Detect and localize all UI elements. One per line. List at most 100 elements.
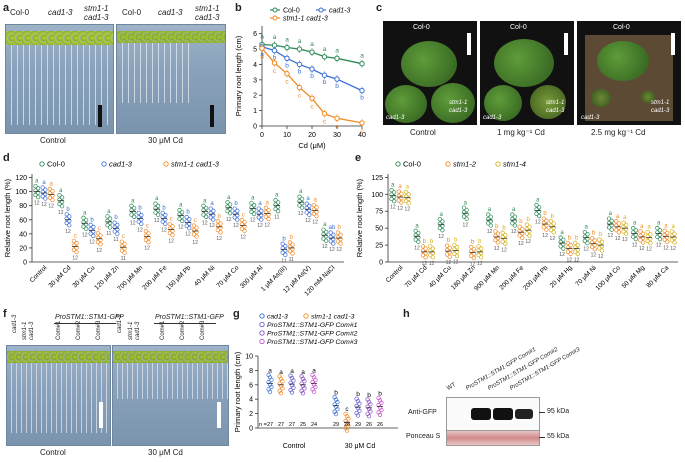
data-point xyxy=(131,210,137,215)
point-letter: a xyxy=(203,198,207,204)
data-point xyxy=(239,217,245,223)
plant-label-stm: stm1-1 cad1-3 xyxy=(449,100,468,114)
data-point xyxy=(122,250,127,255)
data-point xyxy=(208,206,213,211)
data-point xyxy=(575,251,580,257)
data-point xyxy=(83,222,89,227)
data-point xyxy=(609,218,614,223)
data-point xyxy=(399,195,404,201)
data-point xyxy=(452,251,457,256)
point-letter: c xyxy=(360,128,364,135)
data-point xyxy=(187,221,192,226)
chart-b: 0 1 2 3 4 5 6 0 10 20 30 40 Cd (μM) Primary root leng… xyxy=(234,7,366,150)
data-point xyxy=(88,231,93,236)
data-point xyxy=(67,218,72,224)
data-point xyxy=(565,245,571,250)
data-point xyxy=(307,212,312,217)
data-point xyxy=(33,192,38,198)
legend-marker xyxy=(318,7,324,13)
data-point xyxy=(469,253,474,258)
data-point xyxy=(71,247,77,252)
panel-f-plate-cd xyxy=(112,345,229,446)
data-point xyxy=(249,205,254,210)
point-letter: b xyxy=(186,210,190,216)
data-point xyxy=(406,192,411,197)
n-label: 12 xyxy=(322,244,328,250)
n-label: 12 xyxy=(591,253,597,259)
data-point xyxy=(259,213,264,218)
n-label: 12 xyxy=(209,223,215,229)
data-point xyxy=(160,215,165,220)
data-point xyxy=(464,212,469,217)
y-tick-label: 20 xyxy=(19,245,27,252)
panel-a-genotype-3: stm1-1 cad1-3 xyxy=(84,4,109,22)
n-label: 12 xyxy=(250,217,256,223)
n-label: 12 xyxy=(518,241,524,247)
y-tick-label: 75 xyxy=(375,209,383,216)
point-letter: a xyxy=(657,221,661,227)
point-letter: c xyxy=(146,224,149,230)
data-point xyxy=(269,377,274,382)
n-label: 12 xyxy=(130,220,136,226)
data-point xyxy=(534,207,539,212)
data-point xyxy=(167,230,173,236)
data-point xyxy=(428,244,433,249)
data-point xyxy=(208,215,213,220)
data-point xyxy=(107,225,113,230)
y-tick-label: 40 xyxy=(19,231,27,238)
point-letter: b xyxy=(138,205,142,211)
data-point xyxy=(225,204,230,209)
y-tick-label: 5 xyxy=(253,47,257,54)
point-letter: b xyxy=(543,211,547,217)
n-label: 12 xyxy=(535,220,541,226)
data-point xyxy=(256,210,261,216)
y-axis-label: Primary root length (cm) xyxy=(234,35,243,116)
data-point xyxy=(105,218,110,223)
data-point xyxy=(423,250,428,256)
data-point xyxy=(486,212,491,217)
data-point xyxy=(67,214,72,219)
data-point xyxy=(297,194,302,199)
data-point xyxy=(338,241,343,246)
data-point xyxy=(112,229,117,234)
n-label: 12 xyxy=(41,202,47,208)
y-tick-label: 60 xyxy=(19,217,27,224)
point-letter: b xyxy=(423,239,427,245)
data-point xyxy=(396,189,401,194)
data-point xyxy=(495,231,501,236)
scale-bar xyxy=(99,402,103,428)
panel-a-genotype-4: Col-0 xyxy=(122,8,142,17)
data-point xyxy=(321,227,326,232)
data-point xyxy=(284,55,290,62)
point-letter: c xyxy=(194,218,197,224)
data-point xyxy=(423,246,428,251)
data-point xyxy=(280,241,285,246)
data-point xyxy=(275,204,281,209)
data-point xyxy=(129,203,134,208)
data-point xyxy=(47,191,53,196)
data-point xyxy=(194,234,199,239)
data-point xyxy=(561,241,566,247)
data-point xyxy=(548,227,554,233)
data-point xyxy=(201,203,206,208)
data-point xyxy=(131,205,137,211)
data-point xyxy=(416,239,421,244)
plant-rosette xyxy=(494,39,554,87)
data-point xyxy=(251,203,257,208)
point-letter: a xyxy=(633,221,637,227)
legend-label: Col-0 xyxy=(283,8,300,15)
data-point xyxy=(191,232,197,237)
panel-c-photo-2mg: Col-0 stm1-1 cad1-3 cad1-3 xyxy=(577,21,681,125)
data-point xyxy=(551,225,556,231)
data-point xyxy=(469,244,474,250)
data-point xyxy=(582,238,588,244)
n-label: 12 xyxy=(216,236,222,242)
data-point xyxy=(648,240,653,246)
n-label: 12 xyxy=(525,239,531,245)
data-point xyxy=(191,223,197,228)
data-point xyxy=(225,200,230,205)
point-letter: b xyxy=(234,201,238,207)
data-point xyxy=(599,248,605,253)
n-label: 12 xyxy=(178,225,184,231)
seedling-row xyxy=(117,31,225,43)
